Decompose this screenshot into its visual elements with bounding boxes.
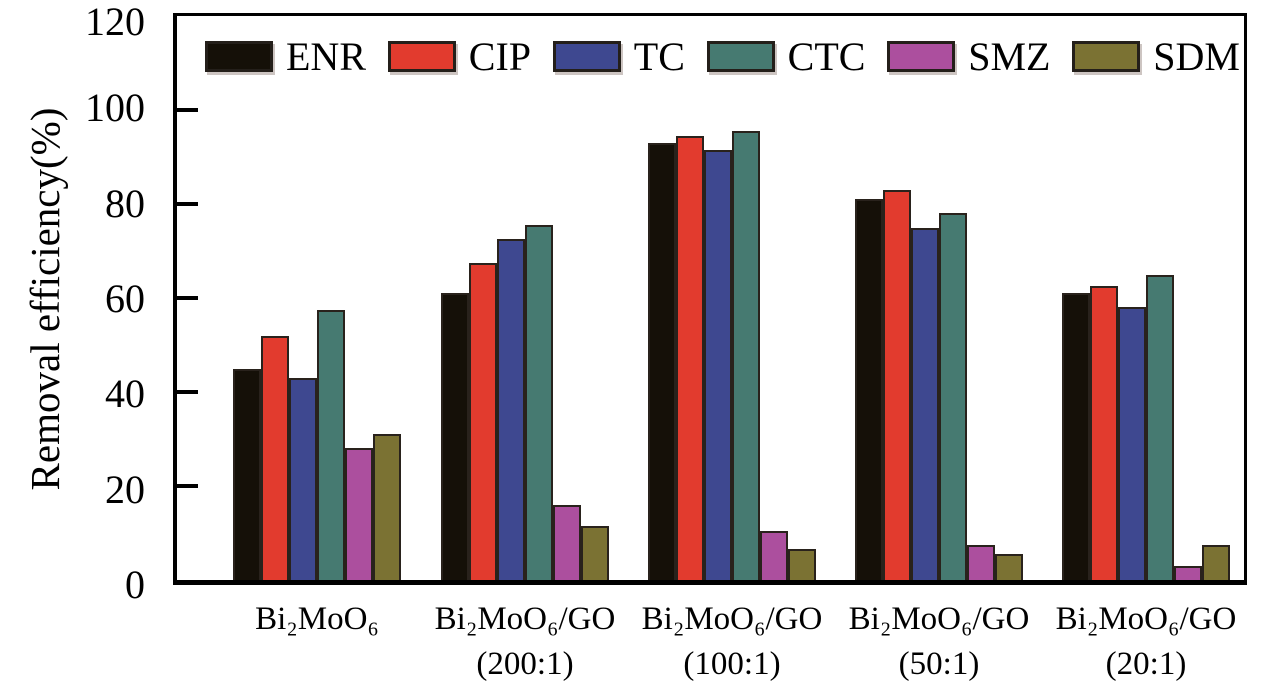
bar-group-4 xyxy=(1062,16,1230,580)
legend-label-CIP: CIP xyxy=(468,33,532,79)
bar-SDM-group1 xyxy=(581,525,609,580)
y-tick-80 xyxy=(177,202,198,206)
bar-CTC-group1 xyxy=(525,225,553,580)
bar-CTC-group0 xyxy=(317,309,345,580)
x-category-label-4: Bi₂MoO₆/GO (20:1) xyxy=(1055,601,1237,682)
legend-swatch-TC xyxy=(552,40,621,72)
legend-label-ENR: ENR xyxy=(286,33,366,79)
legend-swatch-CIP xyxy=(387,40,456,72)
legend-swatch-CTC xyxy=(706,40,775,72)
bar-CTC-group2 xyxy=(732,131,760,580)
bar-CTC-group4 xyxy=(1146,274,1174,580)
legend-item-SDM: SDM xyxy=(1072,33,1240,80)
y-tick-label-40: 40 xyxy=(105,371,145,417)
legend-label-TC: TC xyxy=(633,33,685,79)
bar-ENR-group4 xyxy=(1062,293,1090,580)
bar-group-2 xyxy=(648,16,816,580)
bar-ENR-group3 xyxy=(855,199,883,580)
x-category-label-1: Bi₂MoO₆/GO (200:1) xyxy=(434,601,616,682)
bar-CIP-group0 xyxy=(261,335,289,580)
legend: ENR CIP TC CTC SMZ SDM xyxy=(205,30,1240,82)
bar-CIP-group1 xyxy=(469,262,497,580)
bar-CIP-group3 xyxy=(883,189,911,580)
y-tick-label-80: 80 xyxy=(105,180,145,226)
legend-swatch-ENR xyxy=(205,40,273,72)
y-tick-label-100: 100 xyxy=(85,85,145,131)
bar-group-0 xyxy=(233,16,401,580)
bar-CTC-group3 xyxy=(939,213,967,580)
legend-item-ENR: ENR xyxy=(205,33,366,80)
bar-ENR-group1 xyxy=(441,293,469,580)
bar-SDM-group2 xyxy=(788,549,816,580)
bar-CIP-group4 xyxy=(1090,286,1118,580)
bar-SMZ-group3 xyxy=(967,544,995,580)
bar-TC-group0 xyxy=(289,377,317,580)
plot-area: ENR CIP TC CTC SMZ SDM xyxy=(173,13,1247,585)
bar-TC-group4 xyxy=(1118,307,1146,580)
bar-ENR-group2 xyxy=(648,142,676,580)
bar-ENR-group0 xyxy=(233,368,261,580)
legend-item-CTC: CTC xyxy=(706,33,866,80)
legend-label-SMZ: SMZ xyxy=(968,33,1051,79)
bar-TC-group1 xyxy=(497,239,525,580)
bar-SDM-group0 xyxy=(373,434,401,580)
bar-TC-group2 xyxy=(704,149,732,580)
bar-TC-group3 xyxy=(911,227,939,580)
legend-label-SDM: SDM xyxy=(1153,33,1240,79)
x-category-label-0: Bi₂MoO₆ xyxy=(255,601,379,637)
y-tick-100 xyxy=(177,108,198,112)
y-tick-label-120: 120 xyxy=(85,0,145,44)
bar-SMZ-group0 xyxy=(345,448,373,580)
legend-item-TC: TC xyxy=(552,33,685,80)
bar-CIP-group2 xyxy=(676,135,704,580)
bar-SDM-group3 xyxy=(995,554,1023,580)
y-tick-label-0: 0 xyxy=(125,562,145,607)
legend-swatch-SDM xyxy=(1072,40,1141,72)
legend-label-CTC: CTC xyxy=(787,33,866,79)
bar-SMZ-group1 xyxy=(553,504,581,580)
bar-SMZ-group4 xyxy=(1174,565,1202,580)
x-category-label-2: Bi₂MoO₆/GO (100:1) xyxy=(641,601,823,682)
bar-SMZ-group2 xyxy=(760,530,788,580)
bar-SDM-group4 xyxy=(1202,544,1230,580)
y-tick-20 xyxy=(177,484,198,488)
x-category-label-3: Bi₂MoO₆/GO (50:1) xyxy=(848,601,1030,682)
bar-group-1 xyxy=(441,16,609,580)
legend-item-CIP: CIP xyxy=(387,33,532,80)
legend-item-SMZ: SMZ xyxy=(887,33,1050,80)
y-tick-40 xyxy=(177,390,198,394)
legend-swatch-SMZ xyxy=(887,40,956,72)
y-tick-60 xyxy=(177,296,198,300)
y-tick-label-20: 20 xyxy=(105,466,145,512)
bar-group-3 xyxy=(855,16,1023,580)
y-tick-label-60: 60 xyxy=(105,276,145,321)
